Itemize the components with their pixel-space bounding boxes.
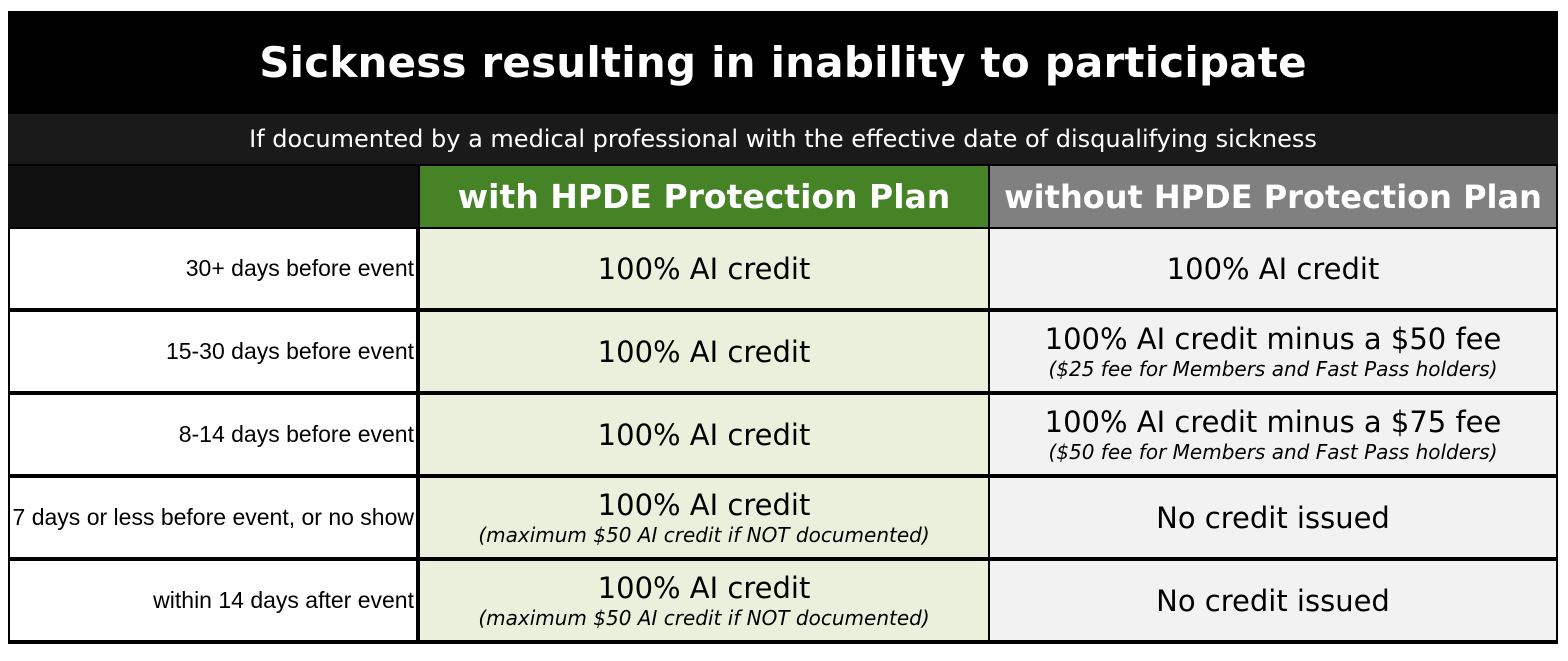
with-plan-cell: 100% AI credit (maximum $50 AI credit if… (420, 478, 988, 557)
with-plan-value: 100% AI credit (597, 334, 811, 369)
without-plan-value: No credit issued (1156, 500, 1390, 535)
header-blank-cell (8, 166, 418, 227)
policy-table: Sickness resulting in inability to parti… (8, 11, 1558, 644)
with-plan-cell: 100% AI credit (420, 395, 988, 474)
without-plan-value: 100% AI credit minus a $50 fee (1044, 321, 1502, 356)
with-plan-value: 100% AI credit (597, 570, 811, 605)
table-row: within 14 days after event 100% AI credi… (10, 561, 1556, 640)
without-plan-note: ($25 fee for Members and Fast Pass holde… (1048, 356, 1498, 381)
without-plan-cell: 100% AI credit minus a $50 fee ($25 fee … (990, 312, 1556, 391)
without-plan-cell: 100% AI credit (990, 229, 1556, 308)
header-with-plan: with HPDE Protection Plan (420, 166, 988, 227)
table-row: 7 days or less before event, or no show … (10, 478, 1556, 557)
with-plan-value: 100% AI credit (597, 251, 811, 286)
table-subtitle: If documented by a medical professional … (8, 114, 1558, 164)
without-plan-cell: No credit issued (990, 561, 1556, 640)
row-label: 30+ days before event (10, 229, 416, 308)
with-plan-value: 100% AI credit (597, 417, 811, 452)
without-plan-value: No credit issued (1156, 583, 1390, 618)
table-row: 15-30 days before event 100% AI credit 1… (10, 312, 1556, 391)
with-plan-note: (maximum $50 AI credit if NOT documented… (478, 605, 930, 630)
row-label: 7 days or less before event, or no show (10, 478, 416, 557)
with-plan-cell: 100% AI credit (maximum $50 AI credit if… (420, 561, 988, 640)
with-plan-note: (maximum $50 AI credit if NOT documented… (478, 522, 930, 547)
row-label: 8-14 days before event (10, 395, 416, 474)
row-label: within 14 days after event (10, 561, 416, 640)
table-row: 8-14 days before event 100% AI credit 10… (10, 395, 1556, 474)
with-plan-cell: 100% AI credit (420, 229, 988, 308)
without-plan-value: 100% AI credit (1166, 251, 1380, 286)
header-without-plan: without HPDE Protection Plan (990, 166, 1556, 227)
with-plan-value: 100% AI credit (597, 487, 811, 522)
table-row: 30+ days before event 100% AI credit 100… (10, 229, 1556, 308)
without-plan-cell: 100% AI credit minus a $75 fee ($50 fee … (990, 395, 1556, 474)
row-label: 15-30 days before event (10, 312, 416, 391)
without-plan-note: ($50 fee for Members and Fast Pass holde… (1048, 439, 1498, 464)
with-plan-cell: 100% AI credit (420, 312, 988, 391)
without-plan-cell: No credit issued (990, 478, 1556, 557)
without-plan-value: 100% AI credit minus a $75 fee (1044, 404, 1502, 439)
table-title: Sickness resulting in inability to parti… (8, 11, 1558, 114)
